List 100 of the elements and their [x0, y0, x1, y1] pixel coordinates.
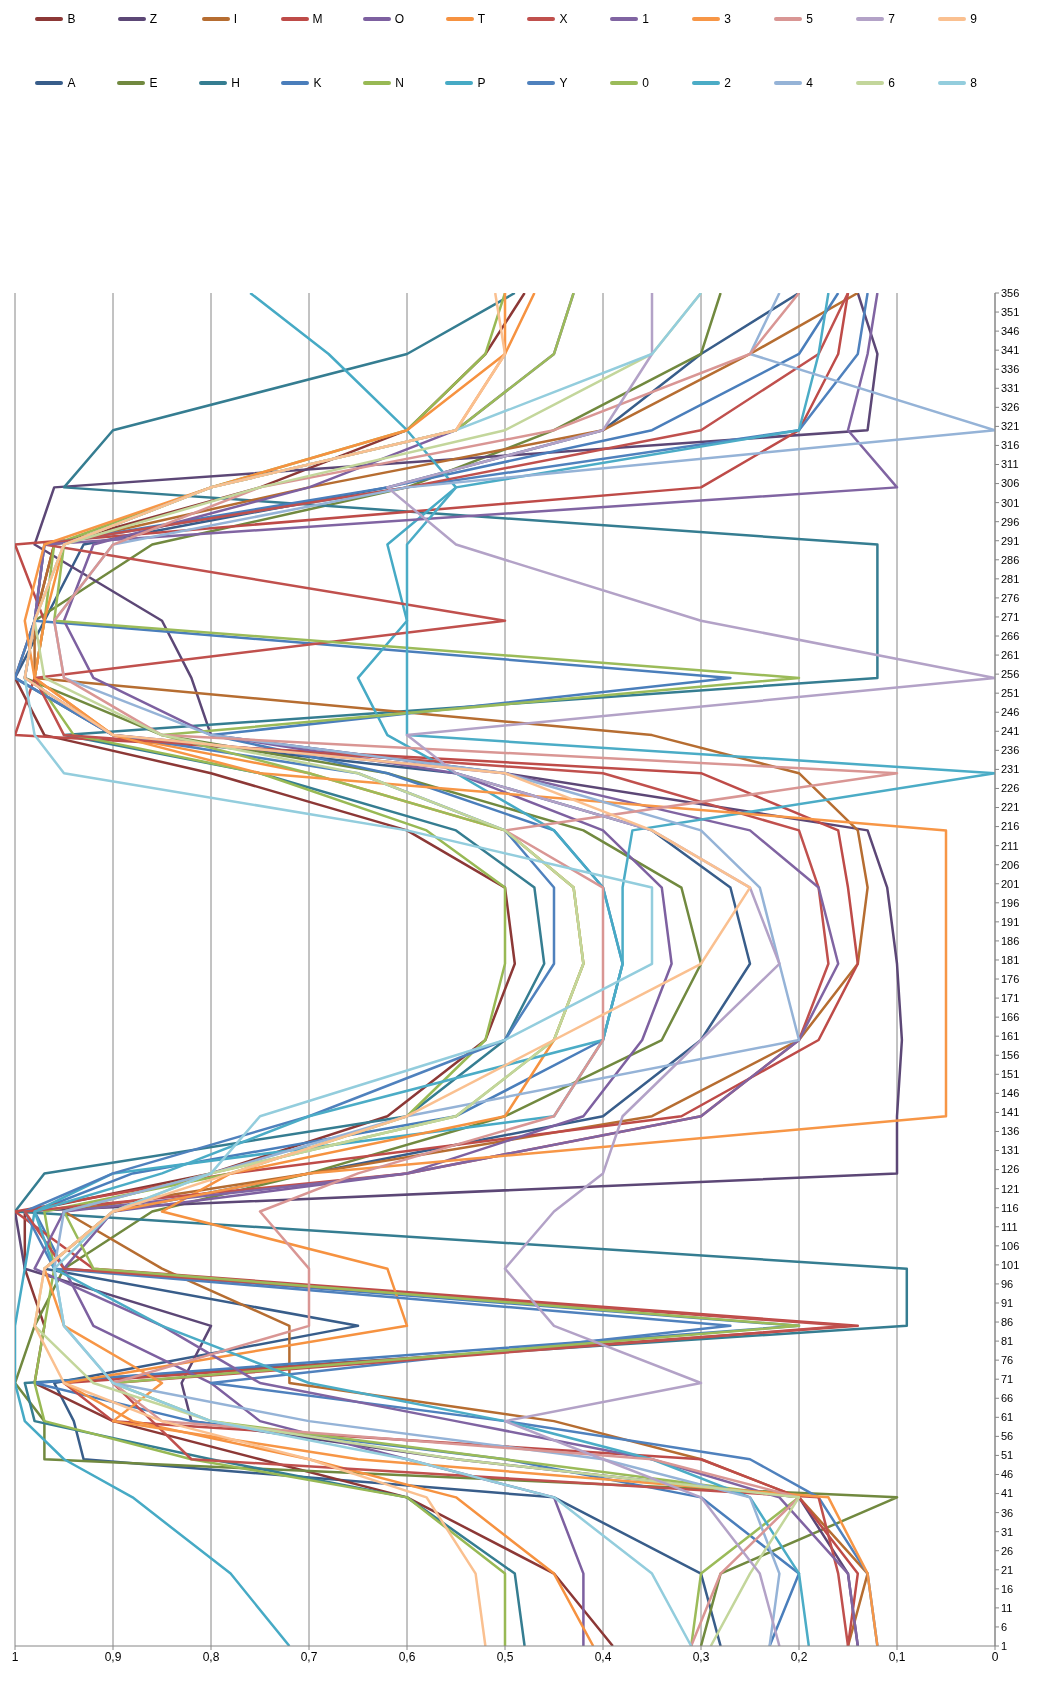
- y-tick-label: 281: [1001, 572, 1020, 585]
- y-tick-label: 131: [1001, 1144, 1020, 1157]
- y-tick-label: 56: [1001, 1430, 1014, 1443]
- y-tick-label: 66: [1001, 1392, 1014, 1405]
- legend-label: A: [67, 76, 76, 90]
- x-tick-label: 0,2: [790, 1649, 808, 1664]
- legend-label: 5: [806, 12, 813, 26]
- y-tick-label: 26: [1001, 1544, 1014, 1557]
- y-tick-label: 146: [1001, 1087, 1020, 1100]
- y-tick-label: 166: [1001, 1011, 1020, 1024]
- legend-label: T: [477, 12, 486, 26]
- legend-label: 0: [642, 76, 649, 90]
- y-tick-label: 276: [1001, 591, 1020, 604]
- y-tick-label: 106: [1001, 1239, 1020, 1252]
- y-tick-label: 346: [1001, 325, 1020, 338]
- y-tick-label: 161: [1001, 1030, 1020, 1043]
- y-tick-label: 96: [1001, 1277, 1014, 1290]
- legend-label: H: [231, 76, 240, 90]
- y-tick-label: 341: [1001, 344, 1020, 357]
- y-tick-label: 356: [1001, 286, 1020, 299]
- legend-label: 1: [642, 12, 649, 26]
- y-tick-label: 286: [1001, 553, 1020, 566]
- y-tick-label: 226: [1001, 782, 1020, 795]
- y-tick-label: 271: [1001, 610, 1020, 623]
- y-tick-label: 11: [1001, 1601, 1013, 1614]
- y-tick-label: 191: [1001, 915, 1020, 928]
- y-tick-label: 136: [1001, 1125, 1020, 1138]
- y-tick-label: 1: [1001, 1639, 1008, 1652]
- y-tick-label: 256: [1001, 668, 1020, 681]
- y-tick-label: 16: [1001, 1582, 1014, 1595]
- x-tick-label: 1: [11, 1649, 19, 1664]
- y-tick-label: 121: [1001, 1182, 1020, 1195]
- y-tick-label: 6: [1001, 1620, 1008, 1633]
- y-tick-label: 171: [1001, 991, 1020, 1004]
- y-tick-label: 81: [1001, 1335, 1014, 1347]
- y-tick-label: 71: [1001, 1373, 1014, 1386]
- y-tick-label: 41: [1001, 1487, 1014, 1500]
- legend-label: E: [149, 76, 158, 90]
- y-tick-label: 296: [1001, 515, 1020, 528]
- legend-label: K: [313, 76, 322, 90]
- legend-label: N: [395, 76, 404, 90]
- y-tick-label: 261: [1001, 648, 1020, 661]
- x-tick-label: 0,1: [888, 1649, 906, 1664]
- legend-label: I: [233, 12, 238, 26]
- y-tick-label: 36: [1001, 1506, 1014, 1519]
- y-tick-label: 311: [1001, 458, 1019, 471]
- x-tick-label: 0,3: [692, 1649, 710, 1664]
- y-tick-label: 176: [1001, 972, 1020, 985]
- y-tick-label: 291: [1001, 534, 1020, 547]
- y-tick-label: 301: [1001, 496, 1020, 509]
- legend-label: X: [559, 12, 568, 26]
- y-tick-label: 101: [1001, 1258, 1020, 1271]
- legend-label: 4: [806, 76, 813, 90]
- y-tick-label: 76: [1001, 1354, 1014, 1367]
- legend-label: 9: [970, 12, 977, 26]
- y-tick-label: 151: [1001, 1068, 1020, 1081]
- y-tick-label: 206: [1001, 858, 1020, 871]
- y-tick-label: 266: [1001, 629, 1020, 642]
- x-tick-label: 0,6: [398, 1649, 416, 1664]
- y-tick-label: 141: [1001, 1106, 1020, 1119]
- x-tick-label: 0: [991, 1649, 999, 1664]
- y-tick-label: 211: [1001, 839, 1019, 852]
- y-tick-label: 51: [1001, 1449, 1014, 1462]
- legend-label: Z: [149, 12, 158, 26]
- legend-label: 8: [970, 76, 977, 90]
- legend-label: B: [67, 12, 76, 26]
- y-tick-label: 126: [1001, 1163, 1020, 1176]
- y-tick-label: 181: [1001, 953, 1020, 966]
- y-tick-label: 186: [1001, 934, 1020, 947]
- y-tick-label: 236: [1001, 744, 1020, 757]
- y-tick-label: 336: [1001, 363, 1020, 376]
- legend-label: O: [394, 12, 405, 26]
- y-tick-label: 306: [1001, 477, 1020, 490]
- legend-label: 3: [724, 12, 731, 26]
- y-tick-label: 316: [1001, 439, 1020, 452]
- y-tick-label: 216: [1001, 820, 1020, 833]
- y-tick-label: 231: [1001, 763, 1020, 776]
- legend-label: P: [477, 76, 486, 90]
- legend-label: 7: [888, 12, 895, 26]
- y-tick-label: 86: [1001, 1315, 1014, 1328]
- x-tick-label: 0,8: [202, 1649, 220, 1664]
- y-tick-label: 251: [1001, 687, 1020, 700]
- x-tick-label: 0,7: [300, 1649, 318, 1664]
- y-tick-label: 31: [1001, 1525, 1014, 1538]
- y-tick-label: 321: [1001, 420, 1020, 433]
- legend-label: Y: [559, 76, 568, 90]
- legend-label: M: [312, 12, 323, 26]
- y-tick-label: 116: [1001, 1201, 1019, 1214]
- y-tick-label: 21: [1001, 1563, 1014, 1576]
- y-tick-label: 351: [1001, 305, 1020, 318]
- y-tick-label: 241: [1001, 725, 1020, 738]
- legend-label: 6: [888, 76, 895, 90]
- y-tick-label: 201: [1001, 877, 1020, 890]
- y-tick-label: 61: [1001, 1411, 1014, 1424]
- y-tick-label: 91: [1001, 1296, 1014, 1309]
- legend-label: 2: [724, 76, 731, 90]
- y-tick-label: 221: [1001, 801, 1020, 814]
- y-tick-label: 111: [1001, 1220, 1018, 1233]
- y-tick-label: 46: [1001, 1468, 1014, 1481]
- y-tick-label: 196: [1001, 896, 1020, 909]
